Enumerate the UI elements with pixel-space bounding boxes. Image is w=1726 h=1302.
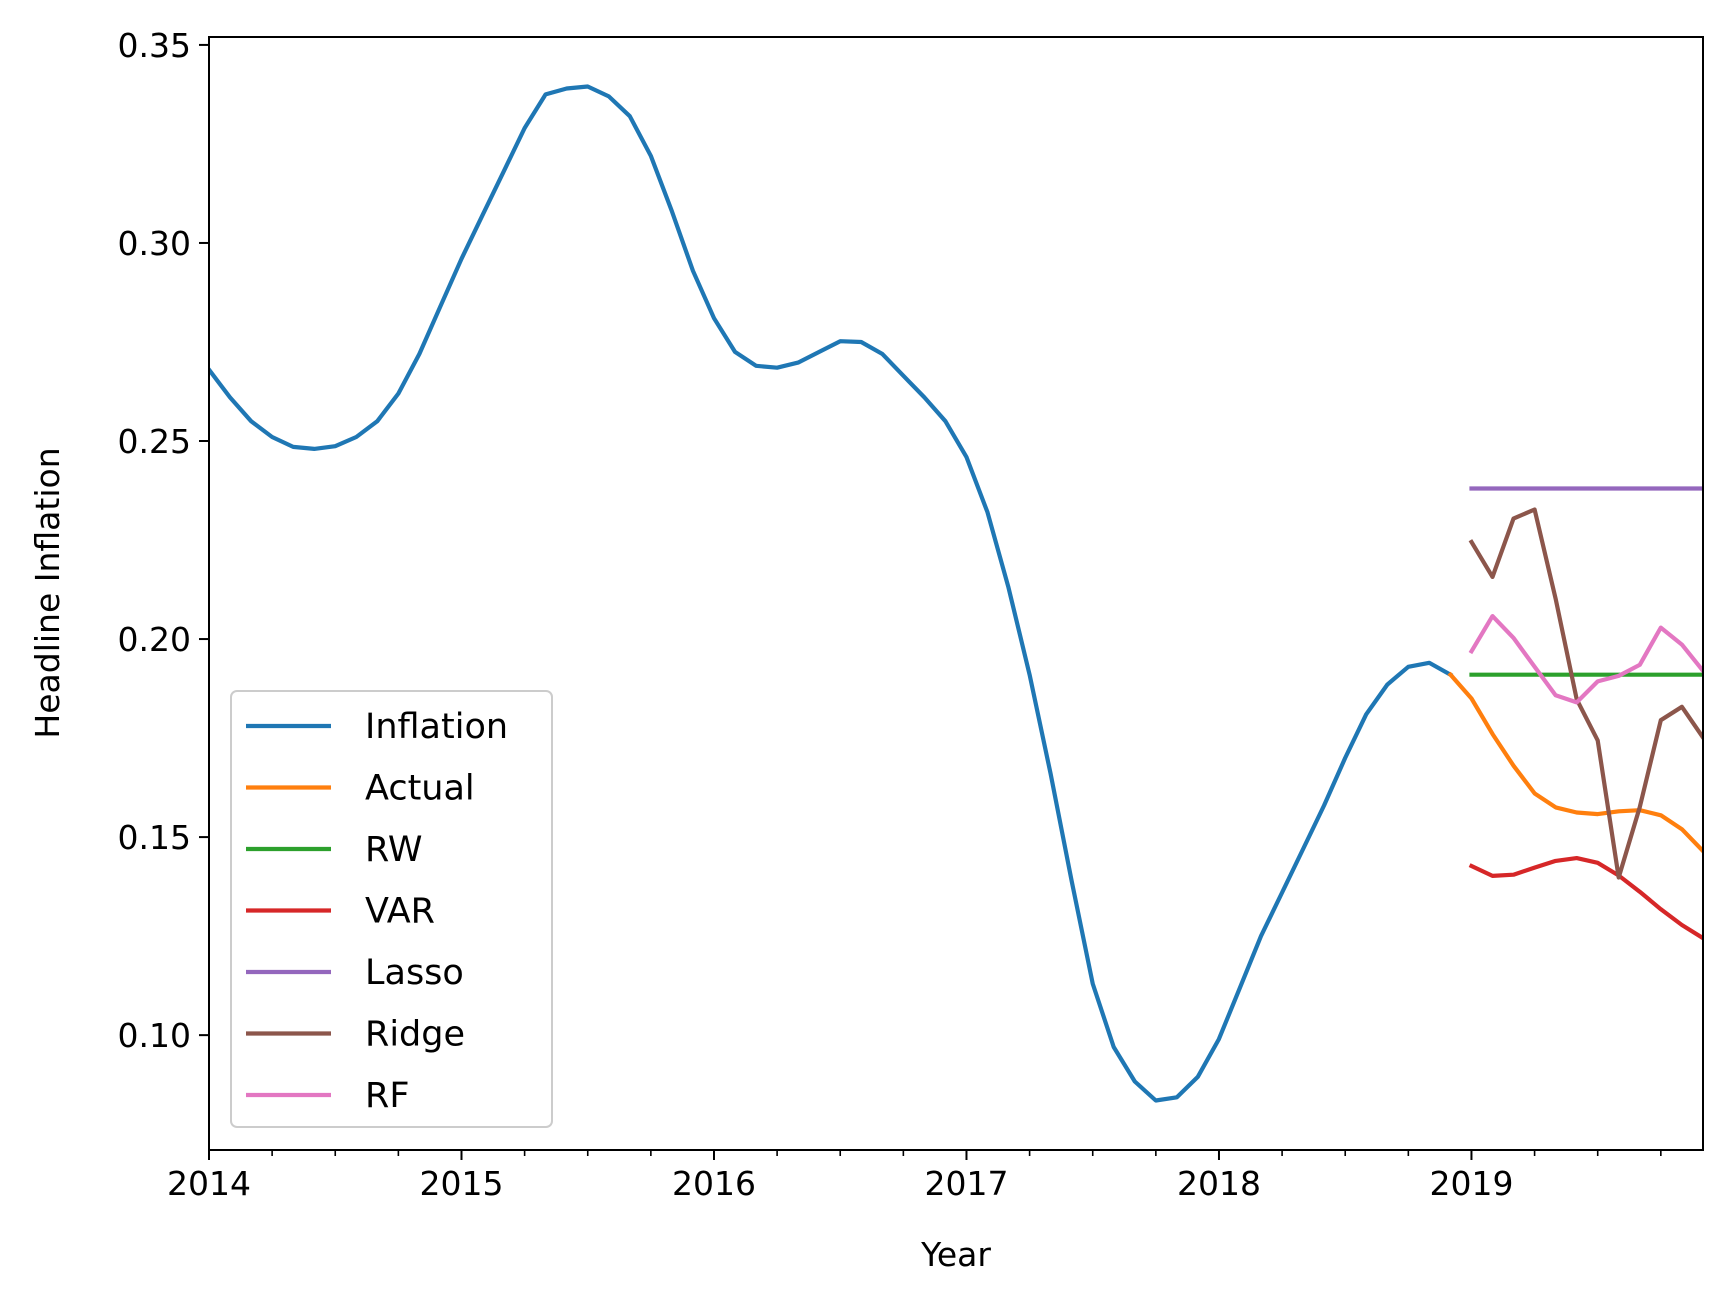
x-tick-label: 2015 <box>420 1164 504 1203</box>
series-line-inflation <box>209 84 1454 1103</box>
plot-frame <box>208 36 1704 1151</box>
x-tick-label: 2017 <box>924 1164 1008 1203</box>
legend-label-ridge: Ridge <box>365 1015 465 1055</box>
x-tick-label: 2019 <box>1429 1164 1513 1203</box>
series-line-var <box>1468 855 1703 941</box>
y-tick-label: 0.15 <box>118 818 191 857</box>
legend: Inflation Actual RW VAR Lasso Ridge RF <box>230 690 553 1128</box>
legend-label-actual: Actual <box>365 769 475 809</box>
x-tick-label: 2014 <box>167 1164 251 1203</box>
x-axis-title: Year <box>920 1235 991 1274</box>
y-tick-label: 0.30 <box>118 224 191 263</box>
legend-box <box>230 690 553 1128</box>
series-line-rf <box>1468 613 1703 705</box>
y-tick-label: 0.20 <box>118 620 191 659</box>
x-tick-label: 2016 <box>672 1164 756 1203</box>
y-tick-label: 0.10 <box>118 1016 191 1055</box>
legend-label-var: VAR <box>365 892 435 932</box>
y-tick-label: 0.35 <box>118 26 191 65</box>
y-axis-title: Headline Inflation <box>28 447 67 738</box>
legend-label-lasso: Lasso <box>365 953 464 993</box>
legend-items: Inflation Actual RW VAR Lasso Ridge RF <box>246 707 508 1116</box>
y-tick-label: 0.25 <box>118 422 191 461</box>
series-line-ridge <box>1468 507 1703 880</box>
series-layer <box>209 84 1703 1103</box>
axis-ticks: 0.10 0.15 0.20 0.25 0.30 0.35 2014 2015 2016 2017… <box>118 26 1662 1203</box>
legend-label-rw: RW <box>365 830 423 870</box>
legend-label-inflation: Inflation <box>365 707 508 747</box>
x-tick-label: 2018 <box>1177 1164 1261 1203</box>
series-line-actual <box>1447 671 1703 854</box>
legend-label-rf: RF <box>365 1076 409 1116</box>
